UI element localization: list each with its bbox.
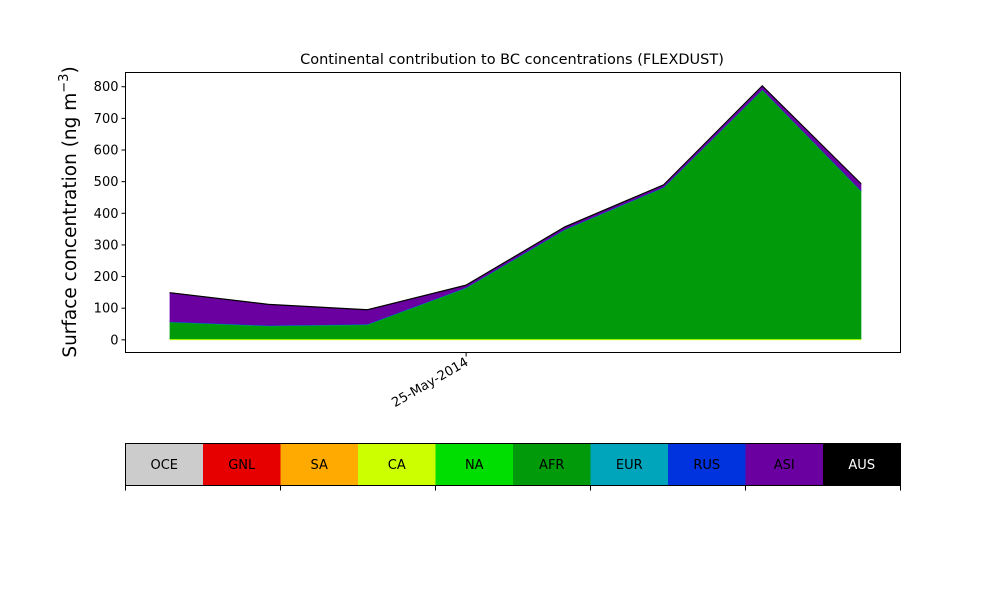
legend-swatch-na — [435, 443, 513, 486]
y-tick-label: 300 — [94, 238, 119, 253]
x-axis: 25-May-2014 — [389, 352, 471, 411]
y-axis-label: Surface concentration (ng m−3) — [57, 66, 81, 357]
y-tick-label: 800 — [94, 80, 119, 95]
legend-label-aus: AUS — [848, 458, 875, 473]
legend-label-eur: EUR — [616, 458, 643, 473]
legend-swatch-oce — [125, 443, 203, 486]
y-tick-label: 0 — [110, 333, 118, 348]
y-axis-label-close: ) — [60, 66, 81, 73]
legend-label-na: NA — [465, 458, 484, 473]
area-series-aus — [169, 85, 862, 311]
legend-label-rus: RUS — [693, 458, 720, 473]
y-tick-label: 500 — [94, 175, 119, 190]
legend-label-asi: ASI — [774, 458, 795, 473]
legend-label-ca: CA — [388, 458, 406, 473]
legend-swatch-ca — [358, 443, 436, 486]
legend-label-sa: SA — [311, 458, 328, 473]
y-tick-label: 100 — [94, 302, 119, 317]
y-axis-label-unit-superscript: −3 — [57, 74, 72, 93]
plot-area — [125, 72, 901, 353]
legend-label-oce: OCE — [150, 458, 178, 473]
y-tick-label: 400 — [94, 207, 119, 222]
legend-colorbar: OCE GNL SA CA NA AFR EUR RUS ASI AUS — [125, 443, 901, 491]
y-tick-label: 200 — [94, 270, 119, 285]
legend-swatch-asi — [745, 443, 823, 486]
legend-swatch-rus — [668, 443, 746, 486]
area-series-group — [169, 85, 862, 341]
area-series-afr — [169, 89, 862, 339]
y-axis-label-text: Surface concentration (ng m — [60, 93, 81, 358]
y-tick-label: 600 — [94, 144, 119, 159]
legend-swatch-afr — [513, 443, 591, 486]
legend-swatch-aus — [823, 443, 901, 486]
legend-label-afr: AFR — [539, 458, 564, 473]
plot-frame — [125, 72, 901, 353]
legend-swatch-eur — [590, 443, 668, 486]
y-axis: 0 100 200 300 400 500 600 700 800 — [94, 80, 126, 348]
y-tick-label: 700 — [94, 112, 119, 127]
x-tick-label: 25-May-2014 — [389, 355, 471, 411]
chart-title: Continental contribution to BC concentra… — [300, 52, 724, 68]
legend-label-gnl: GNL — [228, 458, 256, 473]
legend-colorbar-frame — [125, 443, 901, 486]
legend-swatch-sa — [280, 443, 358, 486]
legend-swatch-gnl — [203, 443, 281, 486]
